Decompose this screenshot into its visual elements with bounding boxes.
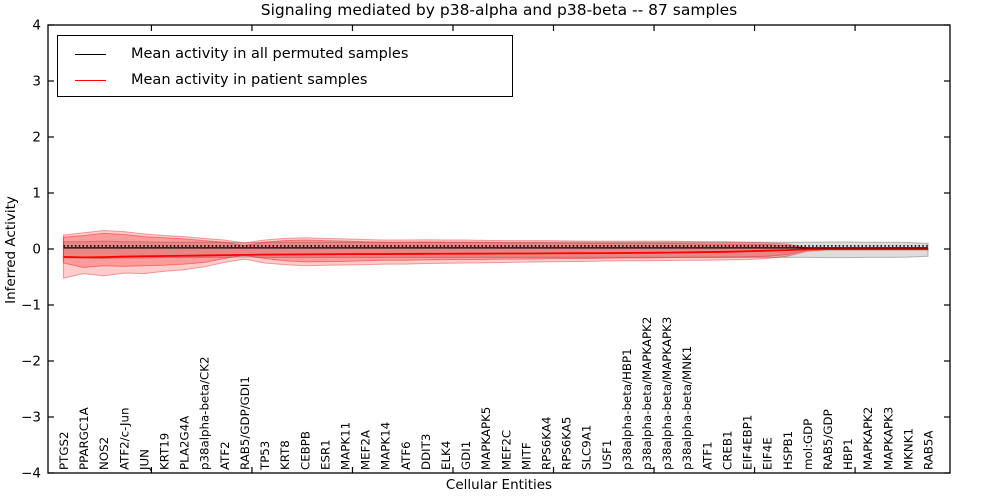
x-category-label: DDIT3	[419, 434, 433, 470]
patient-line-sample-icon	[75, 79, 106, 81]
permuted-line-sample-icon	[75, 53, 106, 55]
x-category-label: SLC9A1	[580, 425, 594, 470]
y-tick-label: 4	[32, 18, 41, 34]
y-tick-label: −2	[21, 354, 41, 370]
x-category-label: MAPKAPK2	[861, 407, 875, 470]
chart-title: Signaling mediated by p38-alpha and p38-…	[260, 1, 738, 19]
x-category-label: p38alpha-beta/CK2	[198, 356, 212, 470]
x-category-label: RAB5/GDP/GDI1	[238, 376, 252, 470]
legend-label-patient: Mean activity in patient samples	[131, 72, 368, 88]
x-category-label: p38alpha-beta/MNK1	[680, 346, 694, 470]
x-category-label: ESR1	[318, 439, 332, 470]
x-category-label: ELK4	[439, 441, 453, 470]
x-category-label: NOS2	[97, 437, 111, 470]
x-category-label: ATF2	[218, 441, 232, 470]
legend-entry-patient: Mean activity in patient samples	[75, 67, 512, 93]
x-category-label: HSPB1	[781, 431, 795, 470]
x-category-label: KRT8	[278, 440, 292, 470]
x-category-label: RPS6KA4	[540, 417, 554, 470]
x-category-label: PLA2G4A	[178, 416, 192, 470]
x-category-label: p38alpha-beta/MAPKAPK3	[660, 317, 674, 470]
y-tick-label: 2	[32, 130, 41, 146]
x-category-label: mol:GDP	[801, 419, 815, 470]
mean-activity-in-patient-samples-line	[63, 248, 928, 259]
x-category-label: MEF2C	[499, 430, 513, 470]
x-category-label: MKNK1	[901, 428, 915, 470]
x-category-label: EIF4E	[761, 437, 775, 470]
x-category-label: ATF1	[700, 441, 714, 470]
x-category-label: ATF6	[399, 441, 413, 470]
x-category-label: GDI1	[459, 441, 473, 470]
x-category-label: p38alpha-beta/HBP1	[620, 348, 634, 470]
x-category-label: CREB1	[720, 431, 734, 471]
x-category-label: CEBPB	[298, 431, 312, 470]
x-category-label: PPARGC1A	[77, 407, 91, 470]
y-tick-label: −3	[21, 410, 41, 426]
y-tick-label: 0	[32, 242, 41, 258]
x-category-label: MITF	[519, 442, 533, 470]
legend-entry-permuted: Mean activity in all permuted samples	[75, 41, 512, 67]
x-category-label: RAB5A	[922, 431, 936, 470]
legend-label-permuted: Mean activity in all permuted samples	[131, 46, 409, 62]
legend: Mean activity in all permuted samples Me…	[57, 35, 513, 97]
x-category-label: EIF4EBP1	[741, 415, 755, 470]
x-category-label: KRT19	[158, 433, 172, 470]
x-category-label: ATF2/c-Jun	[117, 408, 131, 470]
x-category-label: MAPK14	[379, 422, 393, 470]
y-tick-label: −4	[21, 466, 41, 482]
x-category-label: p38alpha-beta/MAPKAPK2	[640, 317, 654, 470]
x-category-label: PTGS2	[57, 432, 71, 470]
x-category-label: MAPK11	[338, 422, 352, 470]
y-tick-label: −1	[21, 298, 41, 314]
x-category-label: RAB5/GDP	[821, 409, 835, 470]
y-tick-label: 1	[32, 186, 41, 202]
x-category-label: MAPKAPK5	[479, 407, 493, 470]
x-category-label: TP53	[258, 441, 272, 471]
y-tick-label: 3	[32, 74, 41, 90]
x-axis-label: Cellular Entities	[445, 477, 553, 493]
x-category-label: RPS6KA5	[560, 417, 574, 470]
x-category-label: MEF2A	[359, 430, 373, 470]
x-category-label: HBP1	[841, 438, 855, 470]
x-category-label: JUN	[137, 449, 151, 471]
x-category-label: MAPKAPK3	[881, 407, 895, 470]
x-category-label: USF1	[600, 440, 614, 470]
y-axis-label: Inferred Activity	[3, 196, 19, 304]
